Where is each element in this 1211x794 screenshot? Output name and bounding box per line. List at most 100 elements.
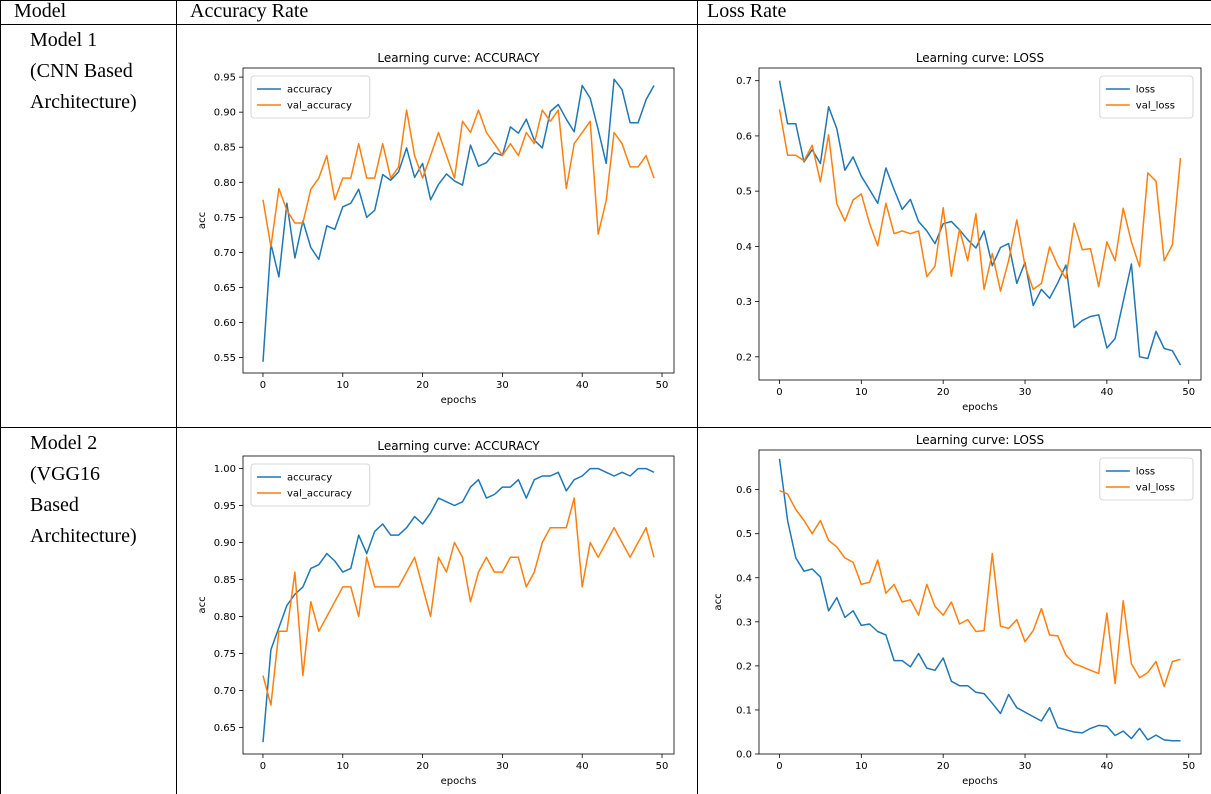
y-tick-label: 0.2 (736, 352, 752, 363)
series-line-loss (778, 458, 1181, 742)
y-tick-label: 0.70 (214, 248, 236, 259)
series-line-val-loss (779, 489, 1181, 688)
chart-svg: Learning curve: ACCURACY 0 10 20 30 40 50 0.55 0… (197, 51, 675, 406)
table-border-left (0, 0, 1, 794)
legend-label-accuracy: accuracy (287, 85, 332, 96)
y-tick-label: 0.0 (736, 750, 752, 761)
model-1-label: Model 1 (CNN Based Architecture) (30, 25, 137, 118)
x-tick-label: 0 (776, 387, 782, 398)
x-tick-label: 10 (855, 761, 868, 772)
y-tick-label: 0.85 (214, 143, 236, 154)
y-tick-label: 0.4 (736, 242, 752, 253)
x-tick-label: 20 (416, 380, 429, 391)
model-1-line: Architecture) (30, 91, 137, 113)
model-2-line: (VGG16 (30, 463, 100, 485)
chart-title: Learning curve: LOSS (916, 433, 1044, 447)
y-tick-label: 1.00 (214, 464, 236, 475)
y-axis-label: acc (713, 593, 724, 610)
plot-frame (242, 455, 675, 755)
header-accuracy-rate: Accuracy Rate (190, 0, 309, 22)
x-tick-label: 0 (260, 380, 266, 391)
x-tick-label: 50 (656, 761, 669, 772)
model-1-loss-chart: Learning curve: LOSS 0 10 20 30 40 50 0.2 0.3 0.4… (699, 48, 1209, 418)
x-tick-label: 40 (576, 380, 589, 391)
legend-label-val-loss: val_loss (1136, 101, 1175, 112)
y-tick-label: 0.3 (736, 617, 752, 628)
y-tick-label: 0.75 (214, 649, 236, 660)
legend-box (1099, 457, 1194, 501)
model-2-label: Model 2 (VGG16 Based Architecture) (30, 428, 137, 552)
model-1-line: (CNN Based (30, 60, 133, 82)
legend-label-val-accuracy: val_accuracy (287, 489, 352, 500)
y-tick-label: 0.1 (736, 705, 752, 716)
legend-label-loss: loss (1136, 85, 1155, 96)
y-tick-label: 0.90 (214, 538, 236, 549)
legend: loss val_loss (1099, 457, 1194, 501)
legend: accuracy val_accuracy (250, 75, 371, 119)
model-2-line: Architecture) (30, 525, 137, 547)
series-line-loss (778, 80, 1182, 366)
chart-title: Learning curve: LOSS (916, 51, 1044, 65)
y-tick-label: 0.95 (214, 73, 236, 84)
x-tick-label: 50 (1182, 387, 1195, 398)
table-row-divider (0, 427, 1211, 428)
y-tick-label: 0.60 (214, 318, 236, 329)
model-2-accuracy-chart: Learning curve: ACCURACY 0 10 20 30 40 50 0.65 0… (178, 436, 688, 794)
x-tick-label: 40 (1101, 761, 1114, 772)
model-2-line: Based (30, 494, 79, 516)
legend: loss val_loss (1099, 75, 1194, 119)
y-tick-label: 0.80 (214, 612, 236, 623)
x-tick-label: 40 (1101, 387, 1114, 398)
x-axis-label: epochs (962, 776, 998, 787)
y-tick-label: 0.5 (736, 529, 752, 540)
chart-title: Learning curve: ACCURACY (377, 51, 540, 65)
table-column-divider (176, 0, 177, 794)
legend-box (250, 75, 371, 119)
model-1-accuracy-chart: Learning curve: ACCURACY 0 10 20 30 40 50 0.55 0… (178, 48, 688, 413)
legend-label-val-loss: val_loss (1136, 483, 1175, 494)
y-tick-label: 0.6 (736, 131, 752, 142)
y-tick-label: 0.90 (214, 108, 236, 119)
table-border-top (0, 0, 1211, 1)
x-tick-label: 30 (1019, 387, 1032, 398)
x-tick-label: 50 (656, 380, 669, 391)
legend-label-loss: loss (1136, 467, 1155, 478)
y-tick-label: 0.4 (736, 573, 752, 584)
y-tick-label: 0.95 (214, 501, 236, 512)
x-tick-label: 30 (496, 380, 509, 391)
table-column-divider (697, 0, 698, 794)
header-loss-rate: Loss Rate (707, 0, 787, 22)
legend: accuracy val_accuracy (250, 463, 371, 507)
y-axis-label: acc (197, 596, 208, 613)
y-tick-label: 0.75 (214, 213, 236, 224)
series-line-val-loss (778, 109, 1182, 292)
plot-frame (758, 449, 1202, 755)
x-tick-label: 20 (937, 387, 950, 398)
model-1-line: Model 1 (30, 29, 98, 51)
legend-box (1099, 75, 1194, 119)
x-tick-label: 40 (576, 761, 589, 772)
y-tick-label: 0.55 (214, 353, 236, 364)
y-tick-label: 0.80 (214, 178, 236, 189)
x-tick-label: 10 (336, 380, 349, 391)
chart-svg: Learning curve: LOSS 0 10 20 30 40 50 0.2 0.3 0.4… (736, 51, 1202, 413)
legend-box (250, 463, 371, 507)
x-tick-label: 30 (496, 761, 509, 772)
y-tick-label: 0.2 (736, 661, 752, 672)
series-line-accuracy (262, 78, 655, 362)
x-tick-label: 20 (416, 761, 429, 772)
series-line-val-accuracy (262, 109, 655, 248)
series-line-accuracy (262, 467, 655, 743)
y-tick-label: 0.70 (214, 686, 236, 697)
x-tick-label: 50 (1182, 761, 1195, 772)
y-tick-label: 0.7 (736, 76, 752, 87)
chart-title: Learning curve: ACCURACY (377, 439, 540, 453)
table-row-divider (0, 24, 1211, 25)
x-axis-label: epochs (962, 402, 998, 413)
chart-svg: Learning curve: ACCURACY 0 10 20 30 40 50 0.65 0… (197, 439, 675, 787)
plot-frame (758, 67, 1202, 381)
y-tick-label: 0.65 (214, 723, 236, 734)
plot-frame (242, 67, 675, 374)
x-tick-label: 0 (260, 761, 266, 772)
